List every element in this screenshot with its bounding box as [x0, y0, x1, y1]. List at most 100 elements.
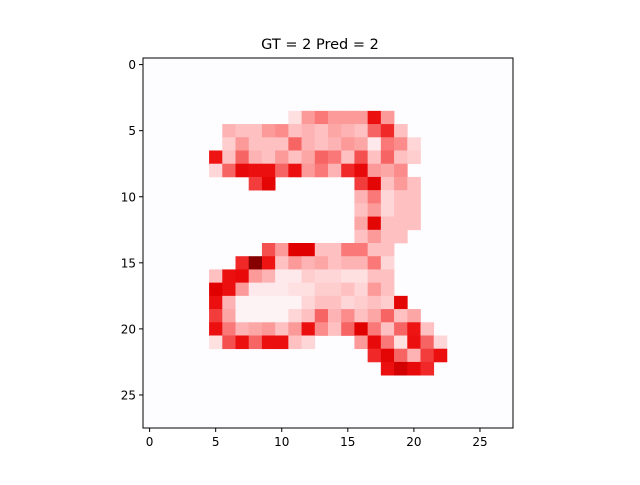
x-axis-ticks: 0 5 10 15 20 25 — [146, 428, 488, 449]
heatmap-cell — [235, 335, 250, 350]
heatmap-cell — [222, 150, 236, 165]
heatmap-cell — [261, 322, 276, 336]
heatmap-cell — [301, 335, 316, 350]
heatmap-cell — [261, 282, 276, 297]
heatmap-cell — [407, 348, 421, 363]
heatmap-cell — [354, 229, 368, 244]
y-tick-label: 15 — [121, 256, 136, 270]
heatmap-cell — [248, 163, 263, 178]
heatmap-cell — [248, 335, 263, 350]
heatmap-cell — [380, 150, 395, 165]
heatmap-cell — [394, 163, 408, 178]
heatmap-cell — [341, 163, 355, 178]
heatmap-cell — [288, 150, 302, 165]
heatmap-cell — [407, 322, 421, 336]
heatmap-cell — [301, 124, 316, 138]
heatmap-cell — [261, 150, 276, 165]
heatmap-cell — [367, 176, 382, 191]
heatmap-cell — [394, 203, 408, 217]
heatmap-cell — [248, 137, 263, 151]
heatmap-cell — [209, 282, 223, 297]
heatmap-cell — [209, 269, 223, 283]
heatmap-cell — [314, 243, 329, 257]
heatmap-cell — [222, 309, 236, 323]
heatmap-cell — [354, 269, 368, 283]
heatmap-cell — [394, 176, 408, 191]
heatmap-cell — [380, 176, 395, 191]
heatmap-cell — [328, 124, 342, 138]
x-tick-label: 5 — [212, 435, 220, 449]
heatmap-cell — [235, 282, 250, 297]
heatmap-cell — [420, 361, 435, 376]
heatmap-cell — [394, 322, 408, 336]
heatmap-cell — [380, 203, 395, 217]
heatmap-cell — [314, 295, 329, 310]
heatmap-cell — [380, 322, 395, 336]
heatmap-cell — [367, 150, 382, 165]
heatmap-cell — [235, 124, 250, 138]
heatmap-cell — [407, 216, 421, 231]
heatmap-cell — [341, 137, 355, 151]
heatmap-cell — [341, 309, 355, 323]
heatmap-cell — [380, 124, 395, 138]
heatmap-cell — [275, 282, 289, 297]
y-tick-label: 0 — [128, 58, 136, 72]
heatmap-cell — [354, 335, 368, 350]
heatmap-cells — [209, 110, 448, 376]
heatmap-cell — [380, 282, 395, 297]
heatmap-cell — [261, 176, 276, 191]
axes-border — [142, 57, 514, 429]
heatmap-cell — [407, 176, 421, 191]
heatmap-cell — [367, 190, 382, 204]
heatmap-cell — [288, 322, 302, 336]
heatmap-cell — [433, 348, 448, 363]
heatmap-cell — [301, 282, 316, 297]
heatmap-cell — [394, 137, 408, 151]
heatmap-cell — [394, 124, 408, 138]
heatmap-cell — [380, 295, 395, 310]
heatmap-cell — [222, 124, 236, 138]
heatmap-cell — [354, 243, 368, 257]
heatmap-cell — [367, 124, 382, 138]
heatmap-cell — [288, 243, 302, 257]
heatmap-cell — [354, 176, 368, 191]
heatmap-cell — [380, 137, 395, 151]
heatmap-cell — [367, 243, 382, 257]
heatmap-cell — [407, 361, 421, 376]
heatmap-cell — [248, 269, 263, 283]
heatmap-cell — [328, 309, 342, 323]
heatmap-cell — [354, 124, 368, 138]
heatmap-cell — [328, 163, 342, 178]
heatmap-cell — [420, 335, 435, 350]
heatmap-cell — [328, 137, 342, 151]
heatmap-cell — [275, 137, 289, 151]
heatmap-cell — [407, 150, 421, 165]
heatmap-cell — [380, 256, 395, 270]
heatmap-cell — [275, 322, 289, 336]
heatmap-cell — [301, 163, 316, 178]
heatmap-cell — [328, 282, 342, 297]
heatmap-cell — [248, 309, 263, 323]
x-tick-label: 0 — [146, 435, 154, 449]
heatmap-cell — [407, 335, 421, 350]
heatmap-cell — [354, 203, 368, 217]
heatmap-cell — [314, 150, 329, 165]
heatmap-cell — [420, 322, 435, 336]
heatmap-cell — [288, 282, 302, 297]
heatmap-cell — [407, 137, 421, 151]
heatmap-cell — [367, 229, 382, 244]
heatmap-cell — [380, 163, 395, 178]
heatmap-cell — [394, 335, 408, 350]
heatmap-cell — [248, 124, 263, 138]
x-tick-label: 25 — [472, 435, 487, 449]
heatmap-cell — [341, 256, 355, 270]
heatmap-cell — [380, 309, 395, 323]
heatmap-cell — [222, 282, 236, 297]
heatmap-cell — [341, 124, 355, 138]
x-tick-label: 15 — [340, 435, 355, 449]
heatmap-cell — [420, 348, 435, 363]
heatmap-cell — [261, 295, 276, 310]
heatmap-cell — [380, 361, 395, 376]
